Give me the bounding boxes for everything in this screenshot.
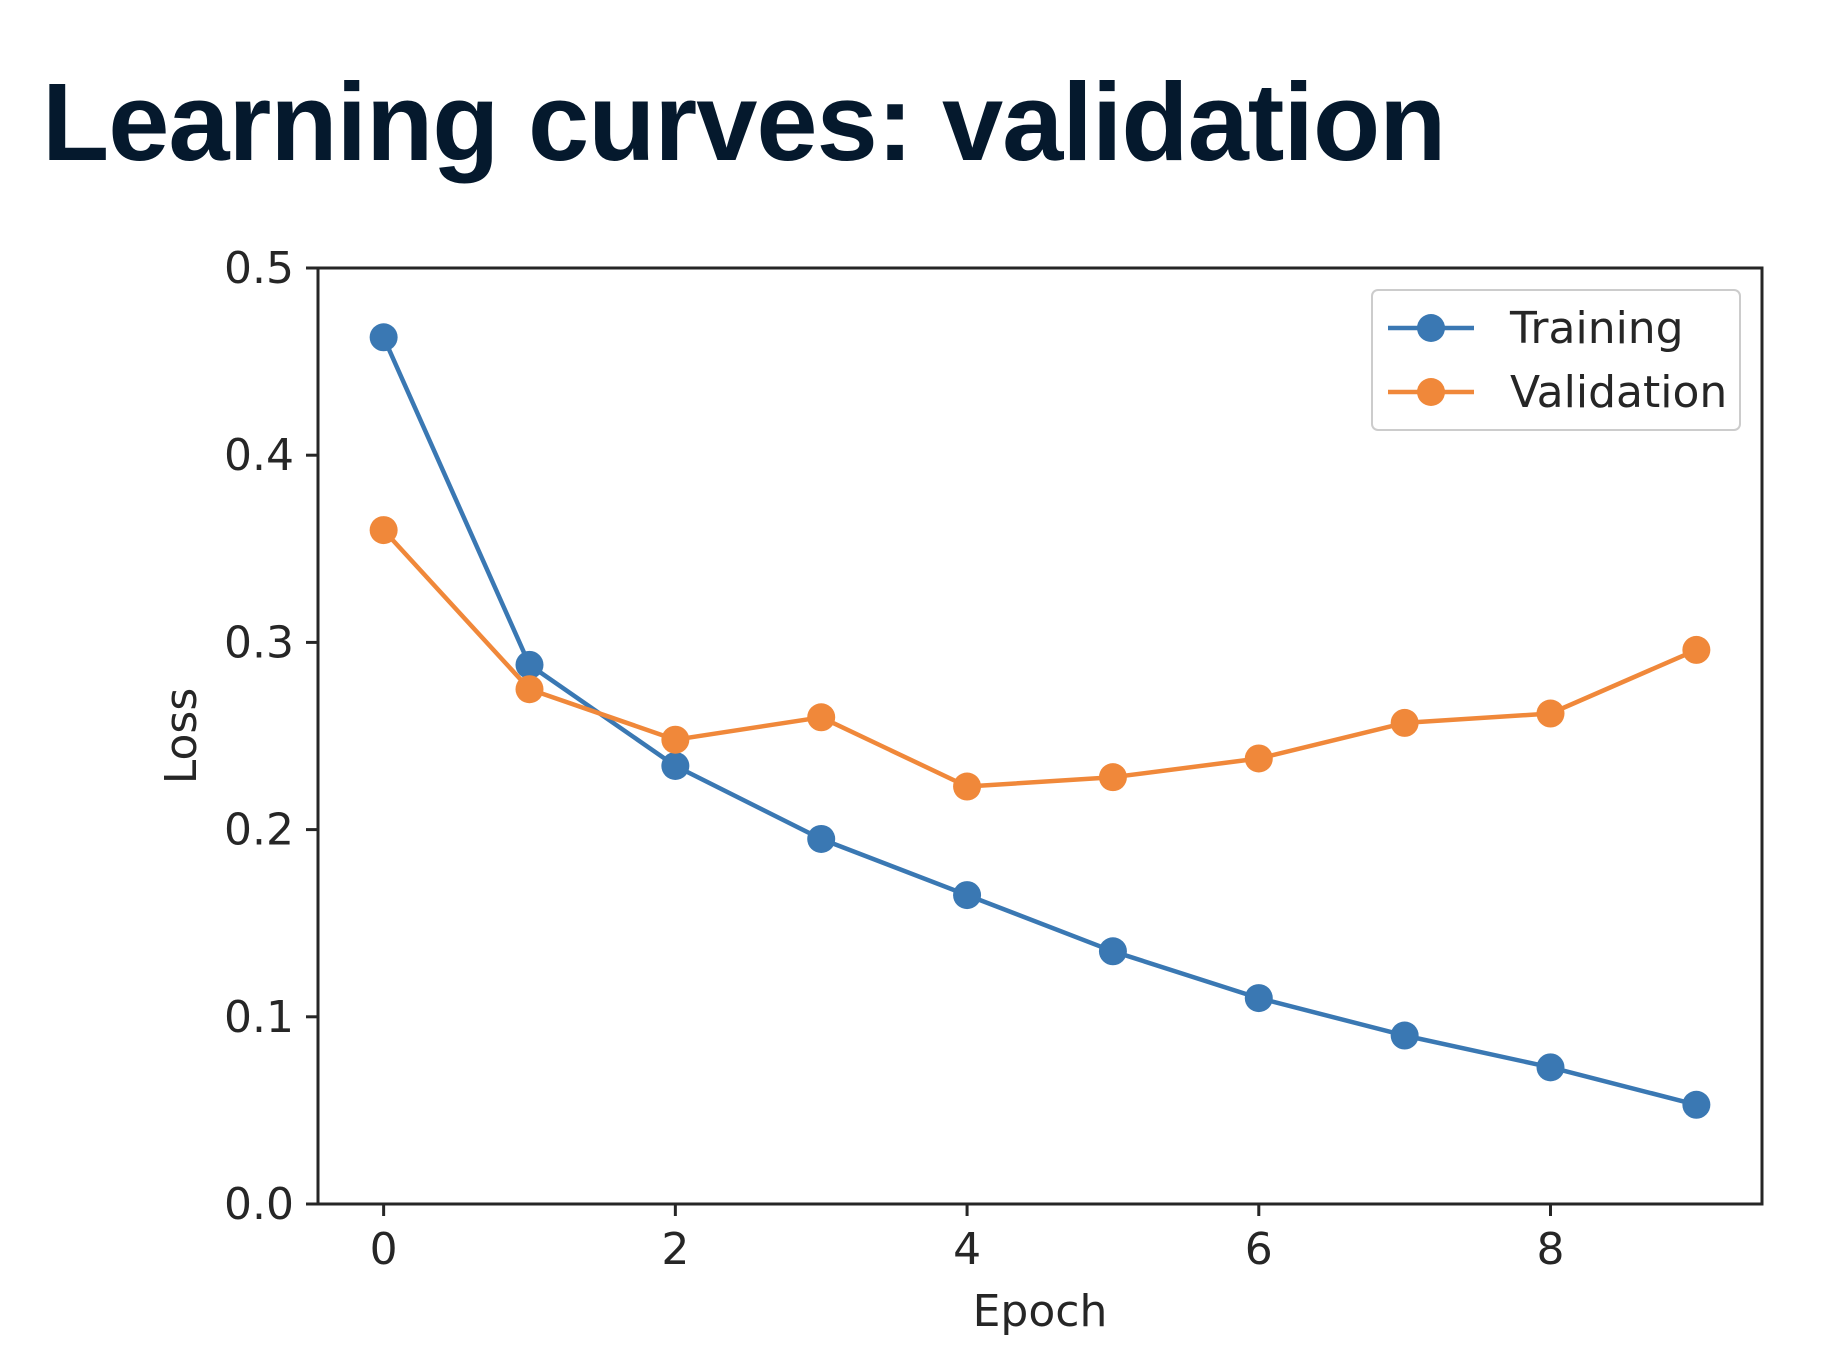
y-axis-label: Loss (156, 688, 207, 785)
x-axis-label: Epoch (973, 1286, 1108, 1337)
data-point-validation (953, 772, 982, 801)
data-point-validation (1098, 763, 1127, 792)
x-tick-label: 6 (1245, 1224, 1273, 1275)
x-tick-label: 8 (1537, 1224, 1565, 1275)
data-point-validation (1244, 744, 1273, 773)
legend-label: Training (1509, 303, 1684, 354)
y-tick-label: 0.1 (224, 992, 294, 1043)
data-point-training (515, 650, 544, 679)
series-layer (369, 323, 1711, 1119)
data-point-training (661, 751, 690, 780)
series-training (369, 323, 1711, 1119)
y-tick-label: 0.4 (224, 430, 294, 481)
y-tick-label: 0.2 (224, 805, 294, 856)
x-tick-label: 4 (953, 1224, 981, 1275)
legend-box (1371, 289, 1741, 431)
y-axis-ticks: 0.0 0.1 0.2 0.3 0.4 0.5 (224, 243, 318, 1230)
data-point-validation (369, 516, 398, 545)
data-point-validation (1536, 699, 1565, 728)
data-point-validation (1682, 635, 1711, 664)
x-tick-label: 0 (370, 1224, 398, 1275)
x-axis-ticks: 0 2 4 6 8 (370, 1204, 1565, 1275)
series-line-training (381, 336, 1697, 1107)
legend-label: Validation (1510, 367, 1727, 418)
data-point-training (1536, 1053, 1565, 1082)
data-point-training (807, 824, 836, 853)
slide-title: Learning curves: validation (42, 61, 1446, 184)
y-tick-label: 0.0 (224, 1179, 294, 1230)
plot-frame (316, 266, 1764, 1206)
data-point-validation (661, 725, 690, 754)
y-tick-label: 0.3 (224, 617, 294, 668)
data-point-validation (807, 703, 836, 732)
data-point-training (1682, 1090, 1711, 1119)
x-tick-label: 2 (661, 1224, 689, 1275)
legend-marker (1417, 378, 1445, 406)
data-point-validation (515, 675, 544, 704)
chart-legend: Training Validation (1371, 289, 1741, 431)
data-point-validation (1390, 708, 1419, 737)
series-line-validation (381, 528, 1698, 789)
data-point-training (1098, 937, 1127, 966)
data-point-training (1390, 1021, 1419, 1050)
series-validation (369, 516, 1711, 801)
legend-marker (1417, 314, 1445, 342)
data-point-training (953, 881, 982, 910)
y-tick-label: 0.5 (224, 243, 294, 294)
data-point-training (369, 323, 398, 352)
data-point-training (1244, 984, 1273, 1013)
